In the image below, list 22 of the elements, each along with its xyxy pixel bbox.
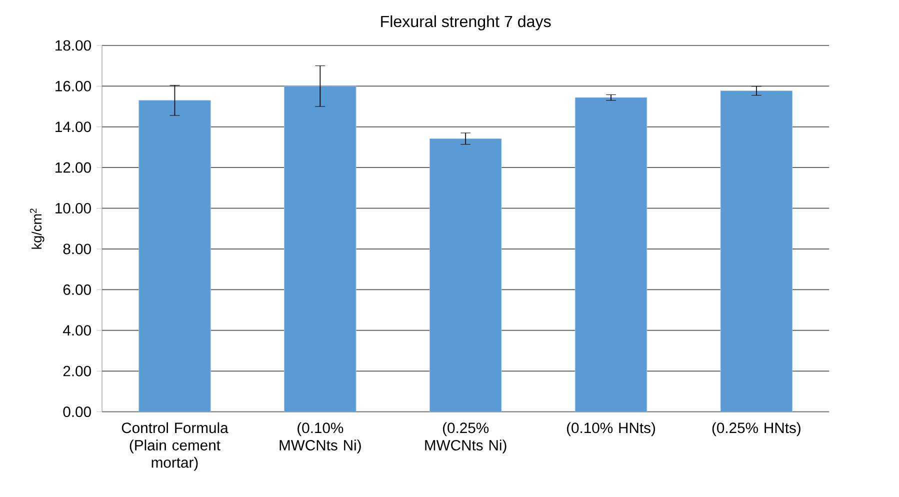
x-tick-label: Control Formula (Plain cement mortar): [122, 422, 228, 471]
y-tick-label: 8.00: [63, 244, 91, 254]
y-tick-label: 18.00: [56, 40, 91, 51]
y-tick-label: 0.00: [63, 406, 91, 417]
bar: [138, 100, 211, 412]
bar: [720, 90, 793, 412]
x-tick-label: (0.10% MWCNts Ni): [280, 422, 361, 454]
y-tick-label: 12.00: [56, 162, 91, 173]
y-tick-label: 6.00: [63, 284, 91, 295]
x-tick-label: (0.25% HNts): [712, 422, 800, 436]
y-tick-label: 4.00: [63, 325, 91, 336]
x-tick-label: (0.10% HNts): [566, 422, 656, 436]
y-tick-label: 10.00: [56, 202, 91, 214]
y-tick-label: 14.00: [56, 122, 91, 132]
bar: [574, 97, 648, 412]
bar: [284, 86, 356, 412]
x-tick-label: (0.25% MWCNts Ni): [425, 422, 506, 454]
y-tick-label: 16.00: [56, 80, 91, 92]
y-axis-title: kg/cm$^{2}$: [30, 208, 44, 249]
y-tick-label: 2.00: [63, 366, 91, 376]
bar: [429, 138, 502, 412]
chart-title: Flexural strenght 7 days: [381, 15, 551, 30]
